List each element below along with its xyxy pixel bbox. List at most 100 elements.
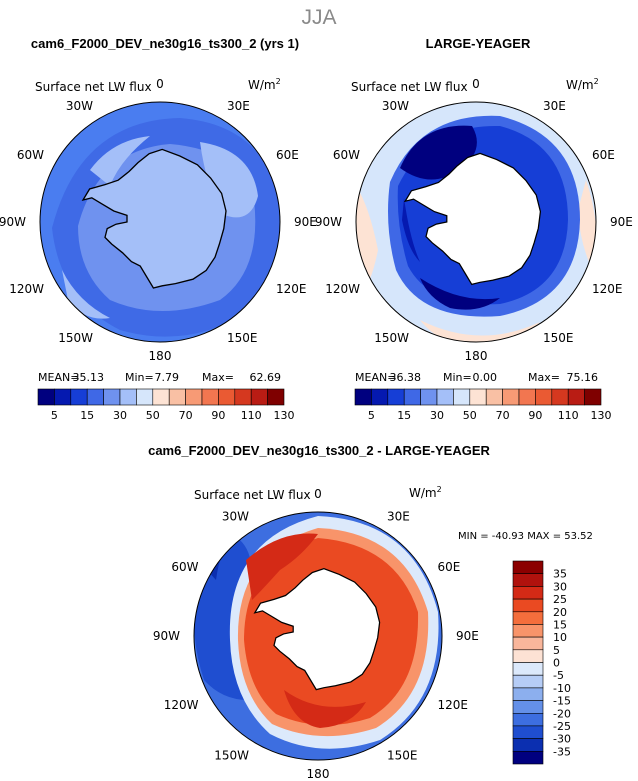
map2-colorbar-swatch — [403, 388, 421, 406]
map2-lon-label-150w: 150W — [374, 331, 409, 345]
map1-lon-label-30e: 30E — [227, 99, 250, 113]
map3-colorbar-label: -15 — [553, 695, 571, 708]
map1-colorbar-label: 5 — [51, 409, 58, 422]
map3-units-label: W/m2 — [409, 485, 442, 500]
map2-colorbar-label: 130 — [591, 409, 612, 422]
map1-lon-label-180: 180 — [149, 349, 172, 363]
map1-lon-label-30w: 30W — [66, 99, 93, 113]
map2-lon-label-60w: 60W — [333, 148, 360, 162]
map2-lon-label-30e: 30E — [543, 99, 566, 113]
map3-colorbar-swatch — [512, 712, 544, 727]
map3-lon-label-90e: 90E — [456, 629, 479, 643]
map1-colorbar-swatch — [201, 388, 219, 406]
map3-colorbar-swatch — [512, 624, 544, 638]
map1-units-label: W/m2 — [248, 77, 281, 92]
map2-colorbar-swatch — [518, 388, 536, 406]
map2-colorbar-label: 90 — [528, 409, 542, 422]
map1-colorbar-label: 15 — [80, 409, 94, 422]
map2-colorbar-label: 70 — [496, 409, 510, 422]
map3-colorbar-label: 25 — [553, 593, 567, 606]
map3-border — [193, 511, 443, 761]
map1-colorbar-swatch — [136, 388, 154, 406]
map3-lon-label-90w: 90W — [153, 629, 180, 643]
map3-lon-label-0: 0 — [314, 487, 322, 501]
map1-colorbar-swatch — [234, 388, 252, 406]
map2-colorbar-label: 30 — [430, 409, 444, 422]
top-left-panel-title: cam6_F2000_DEV_ne30g16_ts300_2 (yrs 1) — [31, 36, 299, 51]
map2-lon-label-120e: 120E — [592, 282, 623, 296]
map1-lon-label-150e: 150E — [227, 331, 258, 345]
map1-min-value: 7.79 — [155, 371, 180, 384]
map1-colorbar-label: 110 — [241, 409, 262, 422]
map2-colorbar-swatch — [371, 388, 389, 406]
map1-lon-label-60e: 60E — [276, 148, 299, 162]
map2-lon-label-30w: 30W — [382, 99, 409, 113]
map2-lon-label-90e: 90E — [610, 215, 633, 229]
map3-lon-label-150e: 150E — [387, 749, 418, 763]
map3-colorbar-label: 5 — [553, 644, 560, 657]
map1-lon-label-90w: 90W — [0, 215, 26, 229]
map3-lon-label-60w: 60W — [171, 560, 198, 574]
map1-colorbar-swatch — [152, 388, 170, 406]
map2-lon-label-180: 180 — [465, 349, 488, 363]
map3-lon-label-120w: 120W — [164, 698, 199, 712]
map1-colorbar-swatch — [185, 388, 203, 406]
map1-colorbar-label: 30 — [113, 409, 127, 422]
map3-lon-label-120e: 120E — [438, 698, 469, 712]
map1-lon-label-60w: 60W — [17, 148, 44, 162]
map2-mean-value: 36.38 — [390, 371, 422, 384]
map3-colorbar-label: -35 — [553, 745, 571, 758]
map2-colorbar-swatch — [502, 388, 520, 406]
map1-max-value: 62.69 — [250, 371, 282, 384]
map3-colorbar-label: 0 — [553, 657, 560, 670]
map1-variable-label: Surface net LW flux — [35, 80, 152, 94]
map2-colorbar-label: 110 — [558, 409, 579, 422]
map2-min-label: Min= — [443, 371, 472, 384]
map1-lon-label-90e: 90E — [294, 215, 317, 229]
map2-colorbar: 5 15 30 50 70 90 110 130 — [354, 388, 612, 422]
top-right-panel-title: LARGE-YEAGER — [426, 36, 531, 51]
map1-colorbar-swatch — [54, 388, 72, 406]
map2-lon-label-150e: 150E — [543, 331, 574, 345]
map3-colorbar-label: -5 — [553, 669, 564, 682]
map2-border — [355, 101, 597, 343]
map3-colorbar-swatch — [512, 586, 544, 600]
map2-colorbar-swatch — [354, 388, 372, 406]
map3-colorbar-label: -10 — [553, 682, 571, 695]
map2-colorbar-swatch — [469, 388, 487, 406]
map2-mean-label: MEAN= — [355, 371, 396, 384]
map3-colorbar-label: 15 — [553, 618, 567, 631]
map2-colorbar-swatch — [567, 388, 585, 406]
map1-colorbar-label: 90 — [211, 409, 225, 422]
season-title: JJA — [301, 6, 336, 29]
map3-colorbar-swatch — [512, 598, 544, 613]
map2-colorbar-swatch — [535, 388, 553, 406]
map2-colorbar-swatch — [436, 388, 454, 406]
map2-colorbar-label: 15 — [397, 409, 411, 422]
map1-colorbar-swatch — [267, 388, 285, 406]
map3-colorbar-swatch — [512, 750, 544, 765]
map2-colorbar-swatch — [584, 388, 602, 406]
map3-lon-label-30w: 30W — [222, 510, 249, 524]
map1-colorbar-label: 70 — [179, 409, 193, 422]
map3-colorbar-label: -25 — [553, 720, 571, 733]
bottom-panel-title: cam6_F2000_DEV_ne30g16_ts300_2 - LARGE-Y… — [148, 443, 490, 458]
map2-variable-label: Surface net LW flux — [351, 80, 468, 94]
map2-lon-label-120w: 120W — [325, 282, 360, 296]
map1-colorbar-swatch — [250, 388, 268, 406]
map3-lon-label-180: 180 — [307, 767, 330, 781]
map2-colorbar-label: 5 — [368, 409, 375, 422]
map1-colorbar: 5 15 30 50 70 90 110 130 — [37, 388, 295, 422]
map3-colorbar-label: 10 — [553, 631, 567, 644]
map1-lon-label-120e: 120E — [276, 282, 307, 296]
map2-lon-label-60e: 60E — [592, 148, 615, 162]
map3-colorbar-label: 20 — [553, 606, 567, 619]
map2-colorbar-swatch — [453, 388, 471, 406]
map3-colorbar-label: -20 — [553, 707, 571, 720]
map3-colorbar-swatch — [512, 725, 544, 739]
